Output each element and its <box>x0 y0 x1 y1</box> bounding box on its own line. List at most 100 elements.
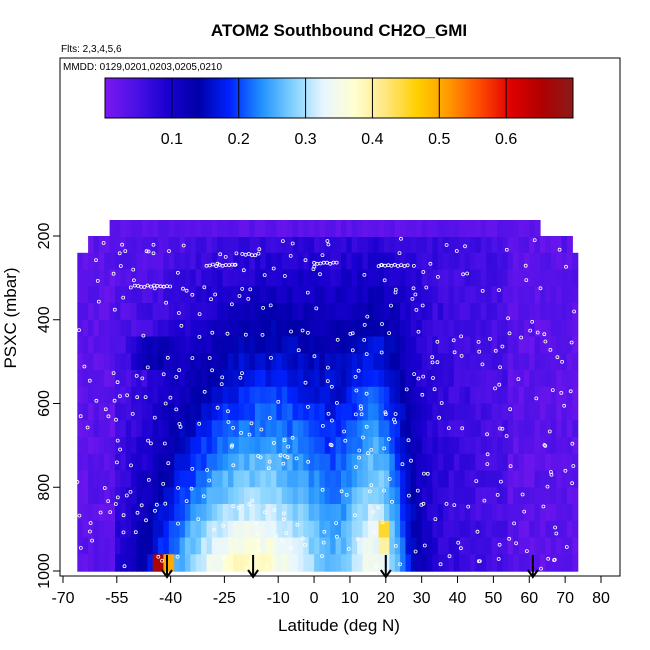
heatmap-cell <box>491 269 498 287</box>
heatmap-cell <box>201 470 208 488</box>
heatmap-cell <box>136 386 143 405</box>
heatmap-cell <box>362 420 369 438</box>
heatmap-cell <box>416 403 423 421</box>
heatmap-cell <box>201 520 208 539</box>
heatmap-cell <box>341 554 347 572</box>
heatmap-cell <box>115 520 121 539</box>
heatmap-cell <box>427 453 433 472</box>
heatmap-cell <box>184 252 191 271</box>
chart-title: ATOM2 Southbound CH2O_GMI <box>211 21 467 40</box>
heatmap-cell <box>163 403 170 421</box>
heatmap-cell <box>437 403 444 421</box>
heatmap-cell <box>400 319 407 338</box>
heatmap-cell <box>163 470 170 488</box>
heatmap-cell <box>217 386 224 405</box>
heatmap-cell <box>206 487 213 505</box>
sample-point <box>103 407 108 412</box>
heatmap-cell <box>378 487 385 505</box>
heatmap-cell <box>158 504 164 522</box>
heatmap-cell <box>93 420 100 438</box>
heatmap-cell <box>195 220 202 237</box>
heatmap-cell <box>470 437 477 455</box>
heatmap-cell <box>222 554 229 572</box>
heatmap-cell <box>168 403 175 421</box>
heatmap-cell <box>195 504 202 522</box>
heatmap-cell <box>556 386 563 405</box>
sample-point <box>350 331 355 336</box>
heatmap-cell <box>550 554 557 572</box>
sample-point <box>175 554 180 559</box>
heatmap-cell <box>141 504 148 522</box>
heatmap-cell <box>217 504 224 522</box>
heatmap-cell <box>437 420 444 438</box>
heatmap-cell <box>77 487 84 505</box>
heatmap-cell <box>179 420 186 438</box>
heatmap-cell <box>297 319 304 338</box>
heatmap-cell <box>271 470 277 488</box>
sample-point <box>253 253 258 258</box>
heatmap-cell <box>416 269 423 287</box>
heatmap-cell <box>540 353 546 371</box>
heatmap-cell <box>507 537 514 555</box>
heatmap-cell <box>222 470 229 488</box>
heatmap-cell <box>502 370 509 388</box>
heatmap-cell <box>523 236 530 254</box>
sample-point <box>414 307 419 312</box>
heatmap-cell <box>206 504 213 522</box>
heatmap-cell <box>513 453 520 472</box>
heatmap-cell <box>459 336 466 354</box>
heatmap-cell <box>453 453 460 472</box>
heatmap-cell <box>405 520 412 539</box>
heatmap-cell <box>384 487 390 505</box>
heatmap-cell <box>281 470 288 488</box>
heatmap-cell <box>346 303 353 321</box>
heatmap-cell <box>351 386 358 405</box>
heatmap-cell <box>222 437 229 455</box>
heatmap-cell <box>319 336 326 354</box>
heatmap-cell <box>373 353 380 371</box>
sample-point <box>210 368 215 373</box>
heatmap-cell <box>131 370 138 388</box>
heatmap-cell <box>287 504 294 522</box>
heatmap-cell <box>271 336 277 354</box>
heatmap-cell <box>550 252 557 271</box>
sample-point <box>382 278 387 283</box>
heatmap-cell <box>98 420 105 438</box>
heatmap-cell <box>556 269 563 287</box>
x-tick-label: 40 <box>449 590 467 607</box>
heatmap-cell <box>486 420 493 438</box>
heatmap-cell <box>324 470 331 488</box>
heatmap-cell <box>497 220 503 237</box>
heatmap-cell <box>529 437 536 455</box>
sample-point <box>415 488 420 493</box>
heatmap-cell <box>367 537 374 555</box>
heatmap-cell <box>341 437 347 455</box>
heatmap-cell <box>265 370 272 388</box>
heatmap-cell <box>158 437 164 455</box>
heatmap-cell <box>244 286 251 304</box>
sample-point <box>146 249 151 254</box>
heatmap-cell <box>147 520 154 539</box>
heatmap-cell <box>265 470 272 488</box>
heatmap-cell <box>190 487 197 505</box>
heatmap-cell <box>260 319 267 338</box>
sample-point <box>189 486 194 491</box>
heatmap-cell <box>384 437 390 455</box>
sample-point <box>257 247 262 252</box>
sample-point <box>380 322 384 326</box>
heatmap-cell <box>324 504 331 522</box>
heatmap-cell <box>421 319 428 338</box>
heatmap-cell <box>513 487 520 505</box>
heatmap-cell <box>523 220 530 237</box>
heatmap-cell <box>502 437 509 455</box>
heatmap-cell <box>244 554 251 572</box>
heatmap-cell <box>529 386 536 405</box>
heatmap-cell <box>464 236 471 254</box>
heatmap-cell <box>550 303 557 321</box>
sample-point <box>393 287 398 292</box>
heatmap-cell <box>297 487 304 505</box>
heatmap-cell <box>276 520 283 539</box>
heatmap-cell <box>195 370 202 388</box>
heatmap-cell <box>367 319 374 338</box>
heatmap-cell <box>131 252 138 271</box>
